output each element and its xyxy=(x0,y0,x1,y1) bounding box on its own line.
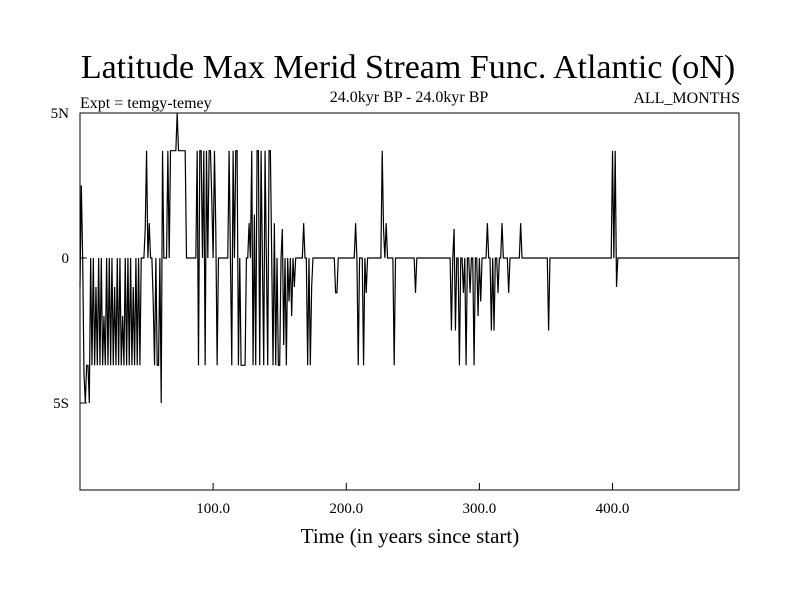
x-tick-label: 400.0 xyxy=(596,501,630,517)
x-axis-label: Time (in years since start) xyxy=(301,524,520,548)
y-tick-label: 5S xyxy=(53,396,69,412)
y-tick-label: 5N xyxy=(51,106,70,122)
x-tick-label: 200.0 xyxy=(329,501,363,517)
y-tick-label: 0 xyxy=(62,251,70,267)
x-tick-label: 300.0 xyxy=(463,501,497,517)
x-tick-label: 100.0 xyxy=(196,501,230,517)
chart-title: Latitude Max Merid Stream Func. Atlantic… xyxy=(81,49,735,86)
series-line xyxy=(79,112,739,404)
subtitle-left: Expt = temgy-temey xyxy=(80,95,212,112)
tick-layer: 100.0 200.0 300.0 400.0 5N 0 5S xyxy=(51,106,630,517)
series-layer xyxy=(79,112,739,404)
subtitle-right: ALL_MONTHS xyxy=(633,90,740,107)
subtitle-center: 24.0kyr BP - 24.0kyr BP xyxy=(330,89,489,106)
plot-frame xyxy=(79,112,740,491)
